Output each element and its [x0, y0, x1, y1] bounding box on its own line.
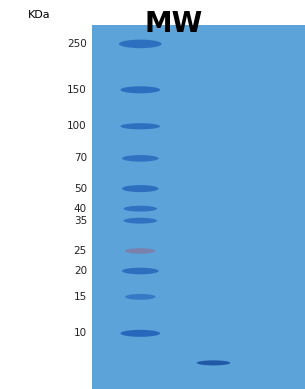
- Ellipse shape: [120, 123, 160, 130]
- Ellipse shape: [124, 206, 157, 212]
- Text: 250: 250: [67, 39, 87, 49]
- Ellipse shape: [125, 248, 156, 254]
- Text: 15: 15: [74, 292, 87, 302]
- Text: 10: 10: [74, 328, 87, 338]
- Ellipse shape: [119, 40, 162, 48]
- Ellipse shape: [122, 268, 159, 274]
- Text: 50: 50: [74, 184, 87, 194]
- Ellipse shape: [122, 155, 159, 162]
- Text: 25: 25: [74, 246, 87, 256]
- Ellipse shape: [120, 86, 160, 93]
- Text: 70: 70: [74, 153, 87, 163]
- Text: 35: 35: [74, 216, 87, 226]
- Text: MW: MW: [145, 10, 203, 38]
- Ellipse shape: [197, 360, 230, 365]
- Ellipse shape: [125, 294, 156, 300]
- Ellipse shape: [124, 218, 157, 224]
- Ellipse shape: [120, 330, 160, 337]
- Text: 150: 150: [67, 85, 87, 95]
- Text: KDa: KDa: [28, 10, 51, 20]
- Text: 20: 20: [74, 266, 87, 276]
- Text: 100: 100: [67, 121, 87, 131]
- Ellipse shape: [122, 185, 159, 192]
- Bar: [92, 25, 305, 389]
- Text: 40: 40: [74, 204, 87, 214]
